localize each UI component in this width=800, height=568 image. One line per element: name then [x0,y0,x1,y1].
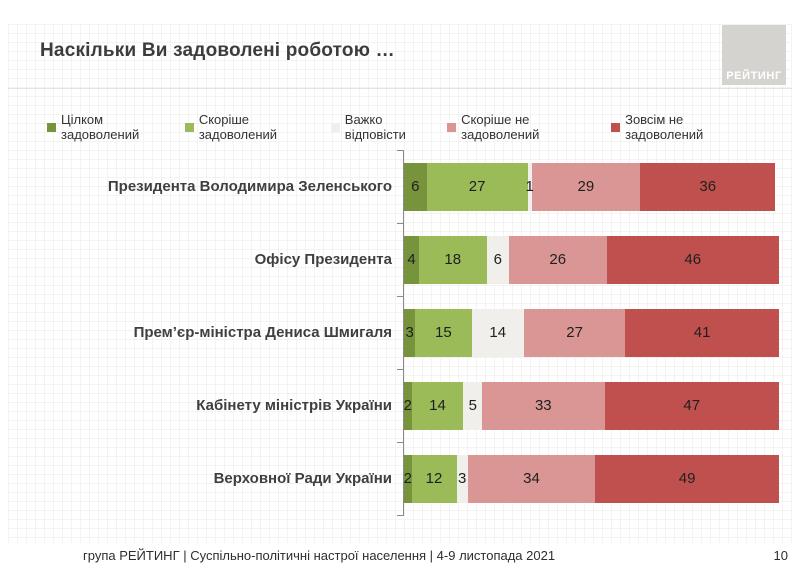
chart-row: Верховної Ради України 2 12 3 34 49 [0,442,800,515]
legend-item-label: Цілком задоволений [61,112,140,142]
bar-segment: 3 [456,454,468,503]
legend-item-label: Скоріше не задоволений [461,112,540,142]
axis-tick [397,150,403,151]
legend: Цілком задоволений Скоріше задоволений Важ… [47,112,765,142]
bar-segment: 15 [415,308,472,357]
page-number: 10 [773,548,788,563]
bar-value: 6 [411,178,420,195]
bar-segment: 14 [471,308,524,357]
legend-item-label: Зовсім не задоволений [625,112,704,142]
legend-swatch-icon [47,122,56,132]
bar-segment: 47 [604,381,779,430]
bar-segment: 26 [509,235,607,284]
bar-segment: 27 [524,308,626,357]
bar-value: 36 [699,178,717,195]
bar-value: 27 [566,324,583,341]
bar-segment: 33 [482,381,605,430]
chart-row: Прем’єр-міністра Дениса Шмигаля 3 15 14 27 41 [0,296,800,369]
category-axis-line [403,150,404,516]
stacked-bar: 2 12 3 34 49 [403,454,779,503]
bar-value: 14 [429,397,446,414]
bar-segment: 18 [419,235,487,284]
bar-segment: 6 [486,235,509,284]
rating-logo: РЕЙТИНГ [722,25,786,85]
bar-segment: 1 [525,162,534,211]
bar-value: 29 [577,178,595,195]
axis-tick [397,223,403,224]
bar-segment: 41 [625,308,779,357]
chart-row: Офісу Президента 4 18 6 26 46 [0,223,800,296]
bar-value: 12 [425,470,443,487]
category-label: Прем’єр-міністра Дениса Шмигаля [133,323,392,341]
legend-swatch-icon [330,122,340,132]
footer-source-text: група РЕЙТИНГ | Суспільно-політичні наст… [83,548,556,563]
legend-item: Важко відповісти [330,112,447,142]
bar-value: 2 [403,470,412,487]
bar-segment: 36 [640,162,776,211]
bar-value: 6 [493,251,502,268]
bar-value: 2 [403,397,412,414]
bar-segment: 5 [463,381,483,430]
legend-item: Зовсім не задоволений [611,112,765,142]
axis-tick [397,369,403,370]
bar-segment: 3 [404,308,416,357]
axis-tick [397,296,403,297]
title-divider [8,88,792,89]
bar-segment: 2 [403,381,412,430]
bar-value: 15 [435,324,452,341]
bar-segment: 2 [403,454,412,503]
legend-item: Цілком задоволений [47,112,185,142]
legend-item-label: Важко відповісти [344,112,406,142]
stacked-bar-chart: Президента Володимира Зеленського 6 27 1 29 3… [0,150,800,515]
chart-row: Кабінету міністрів України 2 14 5 33 47 [0,369,800,442]
bar-segment: 14 [411,381,464,430]
legend-item: Скоріше задоволений [184,112,331,142]
chart-row: Президента Володимира Зеленського 6 27 1 29 3… [0,150,800,223]
bar-value: 33 [534,397,552,414]
category-label: Офісу Президента [254,250,392,268]
bar-value: 3 [405,324,414,341]
axis-tick [397,442,403,443]
bar-value: 4 [407,251,416,268]
bar-value: 27 [468,178,486,195]
bar-segment: 27 [426,162,528,211]
category-label: Президента Володимира Зеленського [107,177,392,195]
rating-logo-text: РЕЙТИНГ [726,70,782,82]
bar-segment: 6 [404,162,427,211]
bar-value: 1 [525,178,534,195]
bar-segment: 49 [595,454,779,503]
bar-value: 26 [549,251,567,268]
bar-value: 34 [523,470,540,487]
category-label: Кабінету міністрів України [196,396,392,414]
bar-segment: 46 [606,235,779,284]
legend-swatch-icon [611,122,621,132]
legend-swatch-icon [447,122,457,132]
bar-value: 5 [468,397,477,414]
bar-value: 18 [444,251,462,268]
bar-value: 41 [693,324,711,341]
bar-value: 46 [684,251,702,268]
bar-segment: 4 [404,235,419,284]
axis-tick [397,515,403,516]
stacked-bar: 4 18 6 26 46 [404,235,779,284]
category-label: Верховної Ради України [213,469,392,487]
stacked-bar: 2 14 5 33 47 [403,381,779,430]
stacked-bar: 3 15 14 27 41 [404,308,779,357]
bar-value: 49 [678,470,696,487]
legend-swatch-icon [184,122,194,132]
bar-value: 3 [457,470,467,487]
bar-segment: 12 [411,454,457,503]
legend-item-label: Скоріше задоволений [198,112,278,142]
chart-title: Наскільки Ви задоволені роботою … [40,40,395,61]
slide-background [8,24,792,543]
bar-segment: 34 [467,454,596,503]
stacked-bar: 6 27 1 29 36 [404,162,779,211]
bar-value: 14 [489,324,507,341]
bar-value: 47 [683,397,701,414]
legend-item: Скоріше не задоволений [447,112,611,142]
bar-segment: 29 [531,162,641,211]
